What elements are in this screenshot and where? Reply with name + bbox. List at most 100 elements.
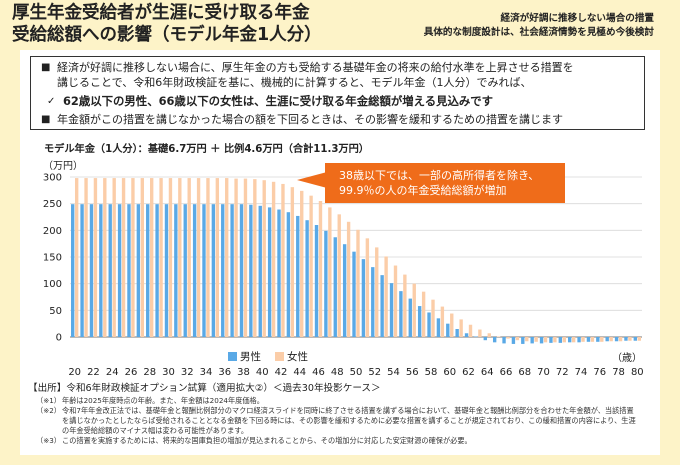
bar-female bbox=[534, 337, 538, 342]
bar-male bbox=[436, 318, 441, 337]
bar-female bbox=[450, 313, 454, 337]
bar-female bbox=[84, 178, 88, 337]
bar-female bbox=[468, 324, 473, 337]
note-1-marker: （※1） bbox=[36, 396, 61, 405]
bar-female bbox=[590, 337, 595, 342]
bar-male bbox=[296, 215, 300, 337]
bar-male bbox=[155, 204, 159, 337]
x-tick-label: 20 bbox=[68, 367, 81, 378]
bar-male bbox=[605, 337, 609, 342]
x-tick-label: 54 bbox=[387, 367, 400, 378]
bar-female bbox=[459, 319, 463, 337]
y-tick-label: 300 bbox=[43, 173, 62, 184]
bar-male bbox=[174, 204, 178, 337]
bar-female bbox=[300, 190, 304, 337]
bar-male bbox=[577, 337, 581, 343]
check-item: ✓ 62歳以下の男性、66歳以下の女性は、生涯に受け取る年金総額が増える見込みで… bbox=[47, 94, 493, 109]
bar-male bbox=[492, 337, 497, 343]
bar-male bbox=[389, 283, 394, 337]
x-tick-label: 42 bbox=[275, 367, 288, 378]
x-tick-label: 66 bbox=[500, 367, 513, 378]
bar-female bbox=[243, 178, 248, 337]
bar-female bbox=[478, 329, 482, 337]
bar-female bbox=[206, 178, 210, 337]
legend-label-male: 男性 bbox=[240, 351, 261, 363]
bar-male bbox=[108, 204, 112, 337]
bar-male bbox=[614, 337, 619, 342]
bar-female bbox=[281, 183, 285, 337]
bar-female bbox=[543, 337, 548, 343]
bar-female bbox=[571, 337, 576, 343]
bar-female bbox=[346, 221, 351, 337]
bullet-2-marker: ■ bbox=[41, 114, 51, 125]
bar-male bbox=[221, 204, 225, 337]
bar-female bbox=[271, 181, 276, 337]
y-tick-label: 150 bbox=[43, 253, 62, 264]
callout-line-2: 99.9％の人の年金受給総額が増加 bbox=[339, 184, 507, 197]
x-tick-label: 46 bbox=[312, 367, 325, 378]
page-title: 厚生年金受給者が生涯に受け取る年金 受給総額への影響（モデル年金1人分） bbox=[12, 2, 392, 46]
x-tick-label: 28 bbox=[143, 367, 156, 378]
bar-male bbox=[474, 336, 478, 337]
bar-male bbox=[136, 204, 141, 337]
bar-male bbox=[371, 267, 375, 337]
x-tick-label: 76 bbox=[593, 367, 606, 378]
check-text: 62歳以下の男性、66歳以下の女性は、生涯に受け取る年金総額が増える見込みです bbox=[63, 94, 494, 108]
x-tick-label: 70 bbox=[537, 367, 550, 378]
x-tick-label: 22 bbox=[87, 367, 100, 378]
model-pension-line: モデル年金（1人分）：基礎6.7万円 ＋ 比例4.6万円（合計11.3万円） bbox=[44, 144, 369, 155]
bar-male bbox=[380, 275, 384, 337]
bar-female bbox=[403, 274, 407, 337]
source-line: 【出所】令和6年財政検証オプション試算（適用拡大②）＜過去30年投影ケース＞ bbox=[28, 383, 381, 394]
y-tick-label: 250 bbox=[43, 199, 62, 210]
bar-female bbox=[262, 180, 266, 337]
legend-swatch-male bbox=[228, 352, 237, 361]
bar-female bbox=[290, 187, 295, 337]
bar-male bbox=[211, 204, 216, 337]
bar-male bbox=[89, 204, 94, 337]
bar-male bbox=[117, 204, 122, 337]
bar-male bbox=[324, 230, 328, 337]
bar-female bbox=[150, 178, 154, 337]
title-line-1: 厚生年金受給者が生涯に受け取る年金 bbox=[12, 3, 310, 23]
bar-female bbox=[496, 336, 501, 337]
x-tick-label: 30 bbox=[162, 367, 175, 378]
bar-male bbox=[230, 204, 234, 337]
bar-male bbox=[342, 244, 347, 337]
x-tick-label: 80 bbox=[631, 367, 644, 378]
bar-female bbox=[196, 178, 201, 337]
bar-male bbox=[567, 337, 572, 343]
footnotes: （※1） 年齢は2025年度時点の年齢。また、年金額は2024年度価格。 （※2… bbox=[36, 396, 640, 446]
x-tick-label: 38 bbox=[237, 367, 250, 378]
bar-male bbox=[511, 337, 516, 344]
note-2: （※2） 令和7年年金改正法では、基礎年金と報酬比例部分のマクロ経済スライドを同… bbox=[36, 406, 640, 436]
bar-male bbox=[305, 220, 309, 337]
x-tick-label: 50 bbox=[350, 367, 363, 378]
bar-female bbox=[440, 306, 445, 337]
bar-male bbox=[549, 337, 553, 343]
bar-male bbox=[530, 337, 534, 344]
x-tick-label: 32 bbox=[181, 367, 194, 378]
bar-male bbox=[427, 312, 431, 337]
y-tick-label: 100 bbox=[43, 279, 62, 290]
x-tick-label: 74 bbox=[575, 367, 588, 378]
note-2-text: 令和7年年金改正法では、基礎年金と報酬比例部分のマクロ経済スライドを同時に終了さ… bbox=[62, 406, 636, 435]
bar-male bbox=[239, 204, 244, 337]
x-tick-label: 34 bbox=[200, 367, 213, 378]
bar-female bbox=[328, 207, 332, 337]
callout-line-1: 38歳以下では、一部の高所得者を除き、 bbox=[339, 169, 540, 182]
bar-female bbox=[140, 178, 145, 337]
bar-female bbox=[628, 337, 632, 341]
bar-male bbox=[80, 204, 84, 337]
x-tick-label: 56 bbox=[406, 367, 419, 378]
bar-female bbox=[393, 265, 398, 337]
callout-pointer bbox=[297, 172, 327, 188]
bar-female bbox=[178, 178, 182, 337]
bar-female bbox=[93, 178, 98, 337]
bar-male bbox=[352, 251, 356, 337]
x-tick-label: 24 bbox=[106, 367, 119, 378]
bar-female bbox=[215, 178, 220, 337]
bar-female bbox=[412, 283, 416, 337]
bar-male bbox=[277, 209, 281, 337]
